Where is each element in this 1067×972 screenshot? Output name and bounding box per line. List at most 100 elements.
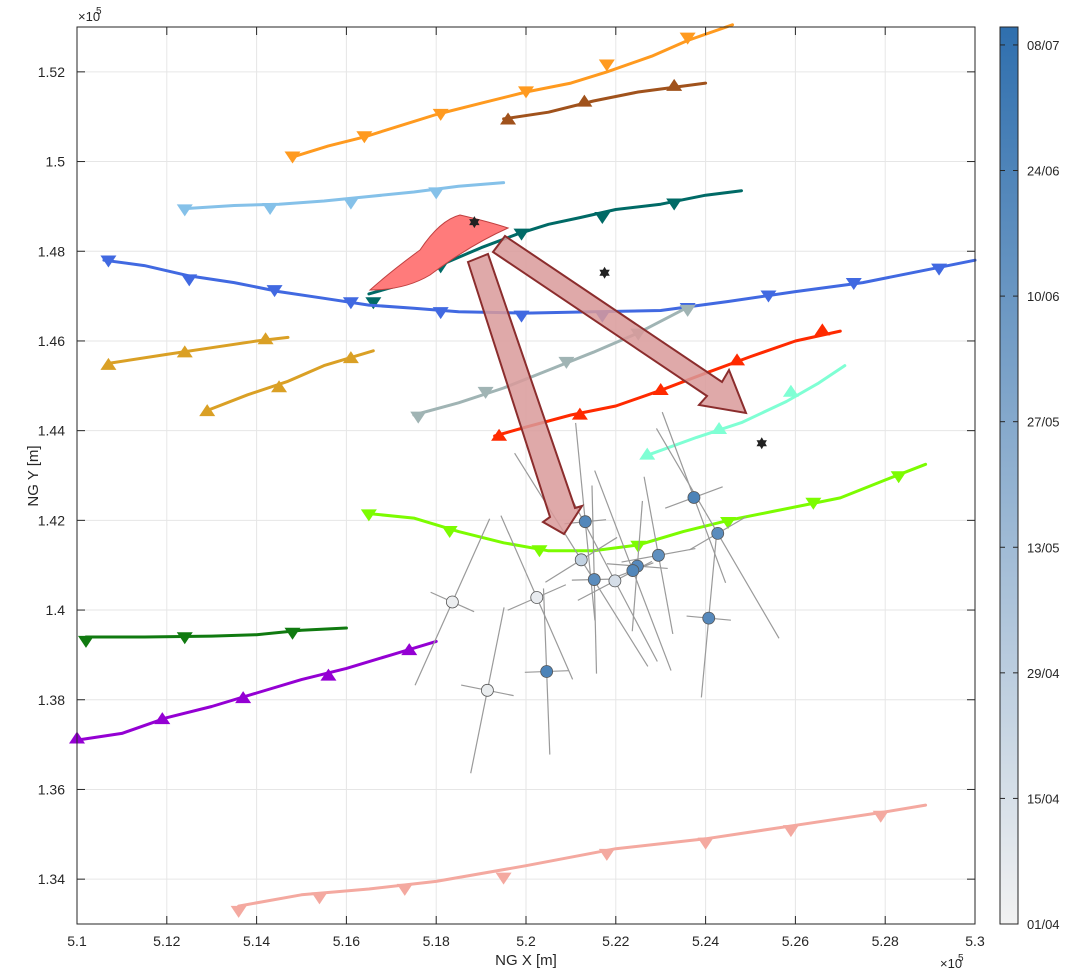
trajectory-marker <box>531 545 548 558</box>
y-axis-label: NG Y [m] <box>25 445 42 506</box>
trajectory-marker <box>639 447 656 460</box>
trajectory-marker <box>666 78 683 91</box>
colorbar-tick-label: 13/05 <box>1027 540 1060 555</box>
event-marker <box>608 574 622 588</box>
y-exponent-base: ×10 <box>78 9 100 24</box>
trajectory-marker <box>262 203 279 216</box>
y-tick-label: 1.46 <box>38 333 65 349</box>
trajectory-marker <box>284 627 301 640</box>
trajectory-marker <box>513 228 530 241</box>
y-tick-label: 1.38 <box>38 692 65 708</box>
trajectory-marker <box>441 525 458 538</box>
trajectory-marker <box>77 635 94 648</box>
ticks <box>76 27 976 924</box>
trajectory-marker <box>576 94 593 107</box>
trajectory-marker <box>342 351 359 364</box>
trajectory-marker <box>360 509 377 522</box>
trajectory-marker <box>356 131 373 144</box>
arrow-south <box>466 252 585 536</box>
arrows <box>466 234 748 536</box>
x-tick-label: 5.16 <box>333 933 360 949</box>
trajectory-marker <box>845 277 862 290</box>
y-tick-label: 1.34 <box>38 871 65 887</box>
trajectory-marker <box>176 345 193 358</box>
trajectory-marker <box>181 274 198 287</box>
trajectory-marker <box>396 883 413 896</box>
event-marker <box>530 591 544 604</box>
colorbar-tick-label: 24/06 <box>1027 164 1060 179</box>
event-marker <box>626 564 640 577</box>
trajectory-marker <box>679 304 696 317</box>
trajectory-marker <box>266 285 283 298</box>
trajectory-marker <box>257 332 274 345</box>
trajectory-line <box>84 626 348 639</box>
trajectory-marker <box>500 112 517 125</box>
colorbar-tick-label: 29/04 <box>1027 666 1060 681</box>
trajectory-marker <box>491 428 508 441</box>
trajectory-marker <box>630 540 647 553</box>
y-tick-labels: 1.34 1.36 1.38 1.4 1.42 1.44 1.46 1.48 1.5 1.52 <box>38 64 65 887</box>
trajectory-marker <box>782 384 799 397</box>
trajectory-marker <box>432 307 449 320</box>
x-exponent-base: ×10 <box>940 956 962 971</box>
trajectory-marker <box>760 290 777 303</box>
colorbar-tick-label: 27/05 <box>1027 415 1060 430</box>
trajectory-marker <box>679 32 696 45</box>
trajectory-marker <box>311 892 328 905</box>
trajectory-marker <box>805 497 822 510</box>
event-marker <box>587 573 601 586</box>
y-tick-label: 1.42 <box>38 512 65 528</box>
trajectory-marker <box>720 516 737 529</box>
x-tick-labels: 5.1 5.12 5.14 5.16 5.18 5.2 5.22 5.24 5.26 5.28 5.… <box>67 933 985 949</box>
trajectory-marker <box>872 810 889 823</box>
trajectory-marker <box>598 848 615 861</box>
event-marker <box>480 683 494 697</box>
event-marker <box>445 595 459 609</box>
trajectory-marker <box>495 872 512 885</box>
colorbar-tick-label: 08/07 <box>1027 38 1060 53</box>
trajectory-marker <box>154 712 171 725</box>
trajectory-line <box>102 258 977 315</box>
trajectory-marker <box>342 197 359 210</box>
y-tick-label: 1.52 <box>38 64 65 80</box>
event-marker <box>578 515 592 529</box>
trajectory-line <box>205 349 375 412</box>
trajectory-marker <box>513 310 530 323</box>
y-tick-label: 1.48 <box>38 243 65 259</box>
trajectory-marker <box>271 380 288 393</box>
x-tick-label: 5.2 <box>516 933 536 949</box>
trajectory-marker <box>320 668 337 681</box>
trajectory-marker <box>428 187 445 200</box>
trajectory-marker <box>235 691 252 704</box>
colorbar-tick-label: 15/04 <box>1027 791 1060 806</box>
trajectory-marker <box>666 198 683 211</box>
y-tick-label: 1.5 <box>46 154 66 170</box>
trajectory-marker <box>199 404 216 417</box>
y-exponent-power: 5 <box>96 6 102 17</box>
x-tick-label: 5.12 <box>153 933 180 949</box>
colorbar-ticks: 01/04 15/04 29/04 13/05 27/05 10/06 24/06 08/07 <box>1000 38 1060 932</box>
trajectory-marker <box>711 422 728 435</box>
stars <box>469 216 767 450</box>
trajectories <box>69 23 977 918</box>
highlight-region <box>368 214 510 291</box>
x-tick-label: 5.22 <box>602 933 629 949</box>
trajectory-marker <box>782 825 799 838</box>
trajectory-marker <box>100 357 117 370</box>
trajectory-marker <box>729 353 746 366</box>
events <box>445 491 725 697</box>
trajectory-marker <box>410 411 427 424</box>
trajectory-marker <box>284 151 301 164</box>
x-tick-label: 5.1 <box>67 933 87 949</box>
trajectory-line <box>237 803 928 908</box>
trajectory-marker <box>477 386 494 399</box>
trajectory-line <box>645 364 847 457</box>
trajectory-marker <box>176 204 193 217</box>
arrow-southeast <box>491 234 748 415</box>
trajectory-line <box>502 81 708 121</box>
trajectory-marker <box>697 837 714 850</box>
trajectory-marker <box>571 407 588 420</box>
star-marker <box>756 440 767 450</box>
trajectory-line <box>291 23 734 159</box>
